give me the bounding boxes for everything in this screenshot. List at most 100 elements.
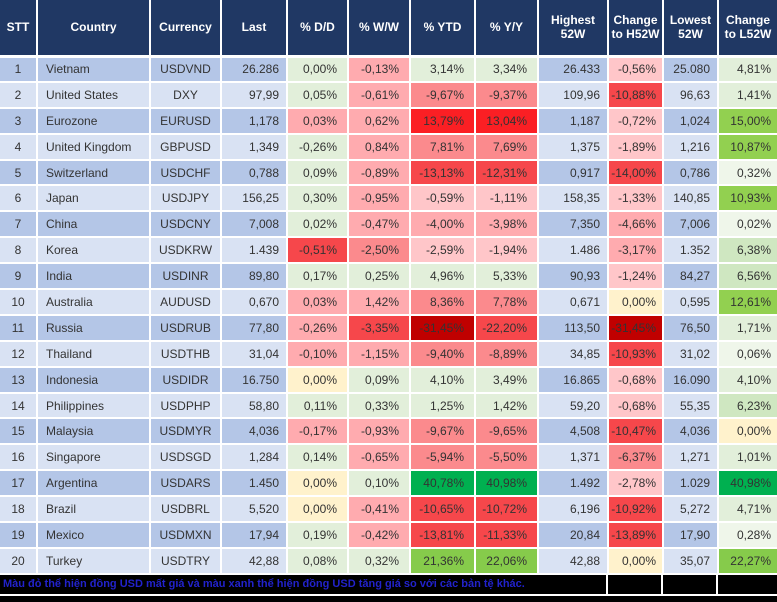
cell-chgh: -14,00% <box>608 159 664 187</box>
cell-low52: 96,63 <box>663 81 719 109</box>
cell-dd: 0,00% <box>287 470 349 498</box>
cell-ytd: -13,13% <box>410 159 476 187</box>
cell-ytd: -9,67% <box>410 418 476 446</box>
cell-currency: USDARS <box>150 470 222 498</box>
cell-high52: 1,375 <box>538 133 609 161</box>
cell-chgl: 40,98% <box>718 470 777 498</box>
cell-chgh: -0,72% <box>608 107 664 135</box>
cell-ww: -0,65% <box>348 444 411 472</box>
cell-dd: 0,19% <box>287 522 349 549</box>
cell-chgh: -1,89% <box>608 133 664 161</box>
cell-high52: 7,350 <box>538 211 609 239</box>
cell-low52: 25.080 <box>663 56 719 83</box>
cell-low52: 55,35 <box>663 392 719 420</box>
cell-high52: 0,671 <box>538 289 609 316</box>
cell-dd: 0,00% <box>287 366 349 394</box>
cell-last: 1.450 <box>221 470 288 498</box>
cell-country: Russia <box>37 314 151 342</box>
cell-ww: -0,42% <box>348 522 411 549</box>
cell-country: Turkey <box>37 547 151 576</box>
cell-high52: 26.433 <box>538 56 609 83</box>
cell-stt: 20 <box>0 547 38 576</box>
cell-dd: 0,03% <box>287 289 349 316</box>
cell-high52: 1,371 <box>538 444 609 472</box>
cell-currency: USDCHF <box>150 159 222 187</box>
cell-ytd: 7,81% <box>410 133 476 161</box>
cell-chgh: -10,88% <box>608 81 664 109</box>
footer-bar: Màu đỏ thể hiện đồng USD mất giá và màu … <box>0 575 777 594</box>
cell-currency: USDMYR <box>150 418 222 446</box>
cell-high52: 0,917 <box>538 159 609 187</box>
table-row: 18 Brazil USDBRL 5,520 0,00% -0,41% -10,65% -10… <box>0 496 777 524</box>
cell-chgl: 4,71% <box>718 496 777 524</box>
cell-stt: 7 <box>0 211 38 239</box>
cell-chgh: 0,00% <box>608 289 664 316</box>
cell-yy: -8,89% <box>475 340 539 368</box>
cell-yy: -5,50% <box>475 444 539 472</box>
cell-country: India <box>37 263 151 291</box>
cell-low52: 1,271 <box>663 444 719 472</box>
cell-chgh: -4,66% <box>608 211 664 239</box>
cell-chgh: -0,56% <box>608 56 664 83</box>
cell-yy: -11,33% <box>475 522 539 549</box>
cell-ytd: -0,59% <box>410 185 476 213</box>
cell-last: 0,670 <box>221 289 288 316</box>
cell-low52: 140,85 <box>663 185 719 213</box>
cell-ytd: 4,96% <box>410 263 476 291</box>
cell-last: 5,520 <box>221 496 288 524</box>
table-row: 7 China USDCNY 7,008 0,02% -0,47% -4,00% -3,98%… <box>0 211 777 239</box>
cell-ytd: -31,45% <box>410 314 476 342</box>
cell-low52: 7,006 <box>663 211 719 239</box>
table-row: 13 Indonesia USDIDR 16.750 0,00% 0,09% 4,10% 3,… <box>0 366 777 394</box>
cell-high52: 158,35 <box>538 185 609 213</box>
cell-stt: 6 <box>0 185 38 213</box>
cell-country: Brazil <box>37 496 151 524</box>
cell-high52: 20,84 <box>538 522 609 549</box>
cell-currency: USDJPY <box>150 185 222 213</box>
cell-stt: 9 <box>0 263 38 291</box>
cell-chgh: -0,68% <box>608 366 664 394</box>
table-row: 12 Thailand USDTHB 31,04 -0,10% -1,15% -9,40% -… <box>0 340 777 368</box>
cell-yy: -22,20% <box>475 314 539 342</box>
cell-yy: 3,34% <box>475 56 539 83</box>
cell-stt: 3 <box>0 107 38 135</box>
cell-yy: 40,98% <box>475 470 539 498</box>
cell-ytd: -2,59% <box>410 237 476 265</box>
table-row: 10 Australia AUDUSD 0,670 0,03% 1,42% 8,36% 7,7… <box>0 289 777 316</box>
cell-stt: 19 <box>0 522 38 549</box>
cell-low52: 35,07 <box>663 547 719 576</box>
cell-chgh: -10,47% <box>608 418 664 446</box>
cell-chgl: 4,10% <box>718 366 777 394</box>
cell-chgl: 6,56% <box>718 263 777 291</box>
cell-ww: 0,25% <box>348 263 411 291</box>
cell-last: 1,349 <box>221 133 288 161</box>
footer-cell <box>663 575 716 594</box>
cell-currency: USDCNY <box>150 211 222 239</box>
cell-ytd: -9,40% <box>410 340 476 368</box>
cell-chgl: 0,32% <box>718 159 777 187</box>
cell-last: 89,80 <box>221 263 288 291</box>
cell-chgl: 0,06% <box>718 340 777 368</box>
cell-dd: 0,05% <box>287 81 349 109</box>
cell-dd: 0,03% <box>287 107 349 135</box>
cell-last: 156,25 <box>221 185 288 213</box>
cell-currency: USDPHP <box>150 392 222 420</box>
cell-stt: 4 <box>0 133 38 161</box>
cell-chgh: -31,45% <box>608 314 664 342</box>
cell-last: 17,94 <box>221 522 288 549</box>
cell-currency: USDBRL <box>150 496 222 524</box>
cell-last: 97,99 <box>221 81 288 109</box>
cell-ww: 0,09% <box>348 366 411 394</box>
cell-country: Indonesia <box>37 366 151 394</box>
cell-ytd: 13,79% <box>410 107 476 135</box>
header-row: STT Country Currency Last% D/D% W/W% YTD% Y… <box>0 0 777 58</box>
cell-low52: 16.090 <box>663 366 719 394</box>
cell-ytd: -9,67% <box>410 81 476 109</box>
cell-high52: 4,508 <box>538 418 609 446</box>
cell-ytd: -10,65% <box>410 496 476 524</box>
cell-low52: 1.029 <box>663 470 719 498</box>
cell-low52: 1,024 <box>663 107 719 135</box>
cell-dd: 0,00% <box>287 496 349 524</box>
col-header-currency: Currency <box>150 0 222 58</box>
cell-stt: 16 <box>0 444 38 472</box>
